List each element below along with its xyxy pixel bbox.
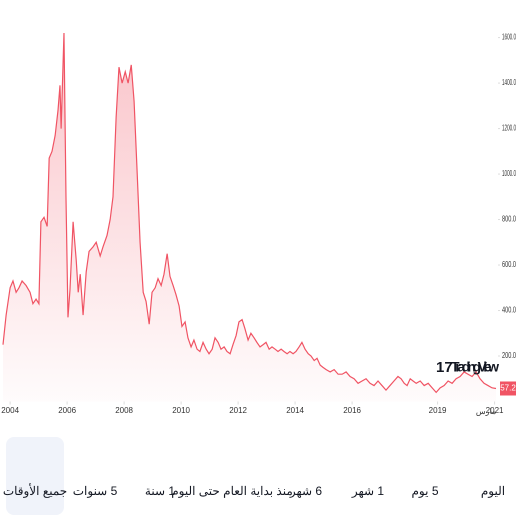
x-tick-label: 2012 [229, 406, 247, 415]
range-button[interactable]: 1 سنة [145, 484, 175, 498]
x-tick-label: 2004 [1, 406, 19, 415]
watermark-icon: 17 [436, 359, 453, 376]
x-tick-label: 2021 [486, 406, 504, 415]
y-tick-label: 400.0 [502, 306, 516, 315]
range-button[interactable]: اليوم [481, 484, 505, 498]
y-tick-label: 1600.0 [502, 33, 516, 42]
x-tick-label: 2014 [286, 406, 304, 415]
range-button[interactable]: 5 يوم [412, 484, 439, 498]
x-tick-label: 2016 [343, 406, 361, 415]
range-button[interactable]: 6 شهر [289, 484, 323, 498]
y-tick-label: 800.0 [502, 215, 516, 224]
range-button[interactable]: 5 سنوات [73, 484, 118, 498]
axis-note: مارس [476, 407, 496, 416]
x-tick-label: 2010 [172, 406, 190, 415]
x-tick-label: 2006 [58, 406, 76, 415]
last-value-label: 57.2 [500, 384, 516, 393]
y-tick-label: 600.0 [502, 260, 516, 269]
last-value-box [500, 381, 516, 396]
selected-button-bg [6, 437, 64, 515]
y-tick-label: 1400.0 [502, 78, 516, 87]
x-tick-label: 2008 [115, 406, 133, 415]
line [2, 33, 497, 394]
watermark: 17 TradingView [436, 359, 499, 376]
range-button[interactable]: جميع الأوقات [3, 483, 67, 498]
watermark-text: TradingView [451, 359, 499, 375]
y-tick-label: 1000.0 [502, 169, 516, 178]
range-button[interactable]: 1 شهر [351, 484, 385, 498]
y-tick-label: 200.0 [502, 351, 516, 360]
range-button[interactable]: منذ بداية العام حتى اليوم [171, 484, 293, 498]
x-tick-label: 2019 [429, 406, 447, 415]
y-tick-label: 1200.0 [502, 124, 516, 133]
area-fill [3, 33, 496, 402]
